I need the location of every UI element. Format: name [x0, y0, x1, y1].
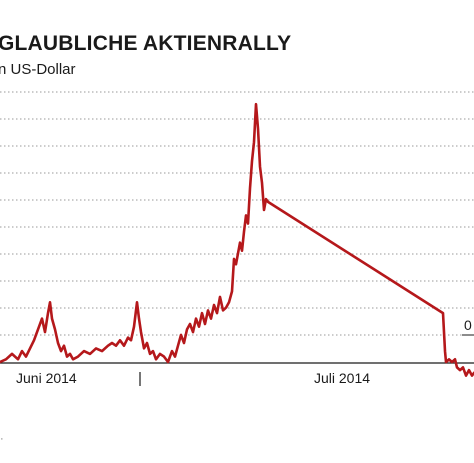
series-line — [0, 102, 474, 377]
chart-subtitle: n US-Dollar — [0, 61, 76, 78]
x-tick-label: Juni 2014 — [16, 370, 77, 386]
series-end-value-label: 0 — [464, 317, 472, 333]
chart-title: GLAUBLICHE AKTIENRALLY — [0, 32, 292, 55]
gridlines — [0, 91, 474, 336]
x-tick-label: Juli 2014 — [314, 370, 370, 386]
source-glyph: · — [0, 433, 4, 445]
x-axis: Juni 2014 Juli 2014 — [0, 362, 474, 386]
